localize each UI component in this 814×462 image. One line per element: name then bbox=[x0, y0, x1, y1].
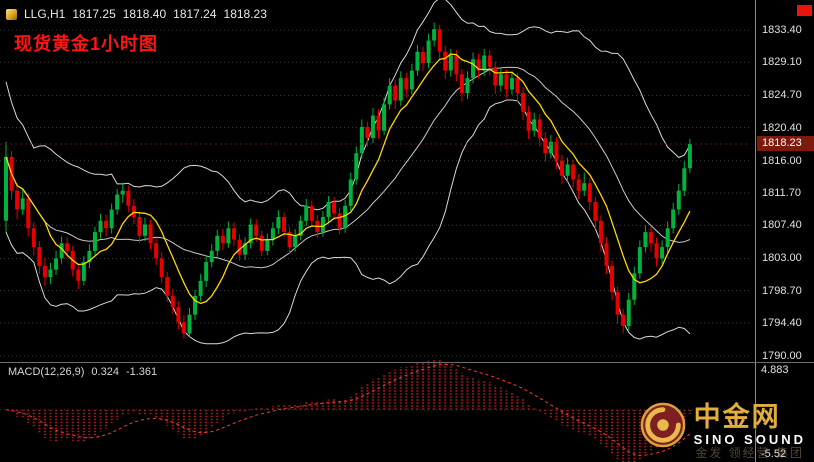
macd-value-main: 0.324 bbox=[91, 366, 119, 378]
macd-value-signal: -1.361 bbox=[125, 366, 158, 378]
top-right-red-marker bbox=[797, 5, 812, 16]
panel-separator[interactable] bbox=[0, 362, 814, 363]
brand-name-en: SINO SOUND bbox=[693, 432, 806, 448]
chart-title: 现货黄金1小时图 bbox=[14, 34, 159, 54]
quote-open: 1817.25 bbox=[72, 7, 116, 21]
chart-canvas[interactable] bbox=[0, 0, 756, 462]
price-axis-label: 1790.00 bbox=[762, 350, 802, 362]
macd-axis-min-label: -5.52 bbox=[761, 448, 787, 460]
symbol-icon bbox=[6, 8, 17, 20]
brand-name-cn: 中金网 bbox=[693, 402, 781, 432]
brand-logo-icon bbox=[640, 402, 685, 448]
price-axis-label: 1807.40 bbox=[762, 219, 802, 232]
macd-name: MACD(12,26,9) bbox=[8, 366, 85, 378]
current-price-tag: 1818.23 bbox=[757, 135, 814, 151]
macd-axis-max-label: 4.883 bbox=[761, 364, 789, 376]
price-axis-label: 1816.00 bbox=[762, 154, 802, 167]
price-axis-label: 1798.70 bbox=[762, 284, 802, 297]
macd-indicator-label: MACD(12,26,9) 0.324 -1.361 bbox=[8, 366, 157, 378]
price-axis[interactable]: 1818.23 1833.40 1829.10 1824.70 1820.40 1816… bbox=[755, 0, 814, 462]
quote-high: 1818.40 bbox=[122, 7, 167, 21]
quote-header: LLG,H1 1817.25 1818.40 1817.24 1818.23 bbox=[6, 7, 267, 21]
quote-close: 1818.23 bbox=[223, 7, 267, 21]
brand-block: 中金网 SINO SOUND bbox=[640, 402, 806, 448]
price-axis-label: 1803.00 bbox=[762, 252, 802, 265]
price-axis-label: 1794.40 bbox=[762, 316, 802, 329]
price-axis-label: 1824.70 bbox=[762, 89, 802, 102]
price-axis-label: 1833.40 bbox=[762, 24, 802, 36]
watermark-text: 金发 领经营 集团 bbox=[695, 446, 804, 460]
price-axis-label: 1811.70 bbox=[762, 187, 801, 199]
price-axis-label: 1820.40 bbox=[762, 121, 802, 134]
price-axis-label: 1829.10 bbox=[762, 56, 802, 69]
quote-low: 1817.24 bbox=[173, 7, 217, 21]
symbol-label: LLG,H1 bbox=[24, 7, 66, 21]
